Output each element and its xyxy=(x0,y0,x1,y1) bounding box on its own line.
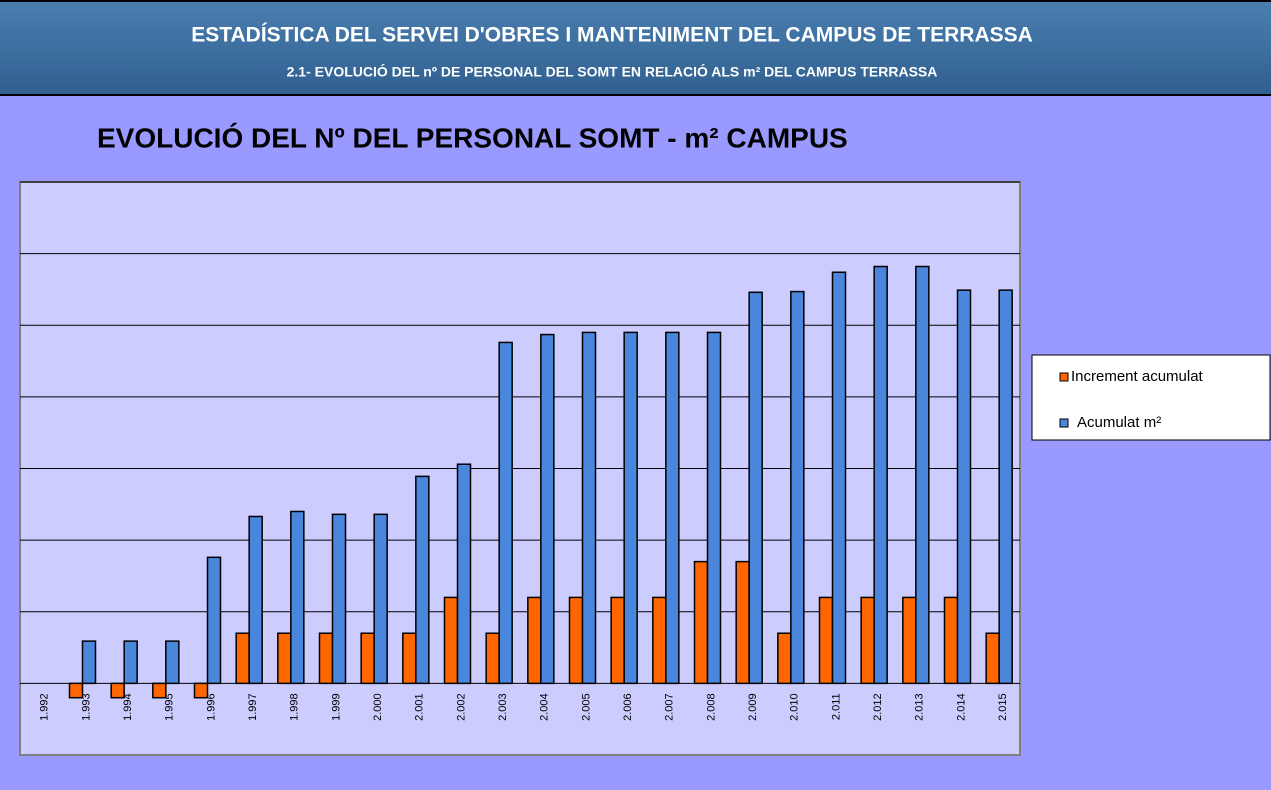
bar xyxy=(81,640,97,685)
x-tick-label: 1.994 xyxy=(122,693,134,721)
x-tick-label: 1.993 xyxy=(80,693,92,721)
bar xyxy=(777,632,792,685)
bar xyxy=(152,682,167,699)
bar xyxy=(235,632,250,685)
bar xyxy=(443,596,459,685)
x-tick-label: 2.014 xyxy=(955,693,967,721)
x-tick-label: 2.010 xyxy=(789,693,801,721)
bar xyxy=(985,632,1000,685)
bar xyxy=(498,341,513,685)
x-tick-label: 2.007 xyxy=(664,693,676,721)
x-tick-label: 2.013 xyxy=(914,693,926,721)
x-tick-label: 2.012 xyxy=(872,693,884,721)
bar xyxy=(123,640,138,685)
bar xyxy=(706,331,722,685)
x-tick-label: 2.003 xyxy=(497,693,509,721)
bar xyxy=(206,556,222,685)
x-tick-label: 2.002 xyxy=(455,693,467,721)
bar xyxy=(568,596,584,685)
bar xyxy=(193,682,209,699)
bar xyxy=(415,475,430,685)
bar xyxy=(277,632,292,685)
x-tick-label: 2.004 xyxy=(539,693,551,721)
bar xyxy=(693,560,709,685)
bar xyxy=(610,596,625,685)
bar xyxy=(956,289,972,685)
bar xyxy=(790,290,805,685)
x-tick-label: 1.998 xyxy=(289,693,301,721)
x-tick-label: 1.996 xyxy=(205,693,217,721)
x-tick-label: 1.999 xyxy=(330,693,342,721)
bar xyxy=(943,596,959,685)
bar xyxy=(998,289,1013,685)
bar xyxy=(581,331,597,685)
x-tick-label: 2.015 xyxy=(997,693,1009,721)
bar xyxy=(318,632,334,685)
bar xyxy=(873,265,888,685)
bar xyxy=(165,640,180,685)
bar xyxy=(527,596,542,685)
x-tick-label: 2.001 xyxy=(414,693,426,721)
x-tick-label: 1.992 xyxy=(39,693,51,721)
bar xyxy=(623,331,638,685)
x-tick-label: 2.006 xyxy=(622,693,634,721)
x-tick-label: 2.009 xyxy=(747,693,759,721)
x-tick-label: 1.997 xyxy=(247,693,259,721)
bar xyxy=(456,463,472,685)
bar xyxy=(485,632,500,685)
bar xyxy=(360,632,375,685)
bar xyxy=(110,682,125,699)
bar xyxy=(915,265,930,685)
bar xyxy=(735,560,750,685)
bar xyxy=(331,513,347,685)
legend xyxy=(1031,354,1271,441)
x-tick-label: 2.000 xyxy=(372,693,384,721)
bar xyxy=(652,596,667,685)
x-tick-label: 2.008 xyxy=(705,693,717,721)
legend-swatch xyxy=(1059,372,1069,382)
bar xyxy=(402,632,417,685)
header-band xyxy=(0,0,1271,96)
x-tick-label: 2.005 xyxy=(580,693,592,721)
legend-label: Increment acumulat xyxy=(1071,368,1204,385)
bar xyxy=(818,596,834,685)
bar xyxy=(68,682,84,699)
bar xyxy=(290,510,305,685)
bar xyxy=(748,291,763,685)
legend-label: Acumulat m² xyxy=(1077,414,1161,431)
bar xyxy=(860,596,875,685)
bar xyxy=(248,515,263,685)
bar xyxy=(902,596,917,685)
bar xyxy=(540,333,555,685)
header-title: ESTADÍSTICA DEL SERVEI D'OBRES I MANTENI… xyxy=(191,24,1033,47)
x-tick-label: 1.995 xyxy=(164,693,176,721)
legend-swatch xyxy=(1059,418,1069,428)
bar xyxy=(373,513,388,685)
chart-title: EVOLUCIÓ DEL Nº DEL PERSONAL SOMT - m² C… xyxy=(97,122,848,153)
bar xyxy=(665,331,680,685)
x-tick-label: 2.011 xyxy=(830,693,842,720)
header-subtitle: 2.1- EVOLUCIÓ DEL nº DE PERSONAL DEL SOM… xyxy=(287,63,938,80)
bar xyxy=(831,271,847,685)
